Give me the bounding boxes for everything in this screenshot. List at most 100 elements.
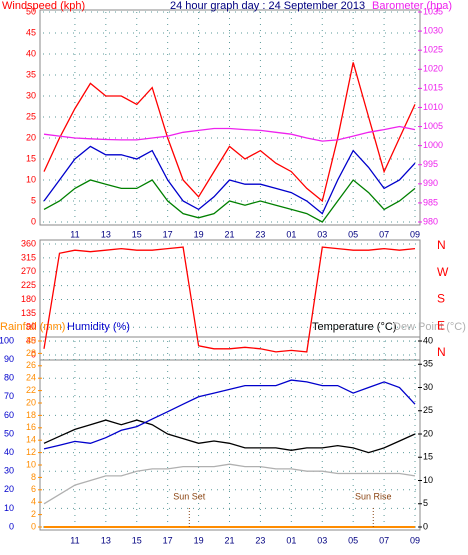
y2-tick-label: 15 — [423, 452, 433, 462]
rain-tick-label: 28 — [26, 348, 36, 358]
x-tick-label: 09 — [410, 229, 420, 239]
compass-label: S — [437, 292, 445, 306]
y-tick-label: 45 — [26, 336, 36, 346]
y-tick-label: 0 — [31, 216, 36, 226]
y2-tick-label: 1005 — [423, 121, 443, 131]
y2-tick-label: 25 — [423, 405, 433, 415]
y2-tick-label: 1030 — [423, 25, 443, 35]
rain-tick-label: 0 — [31, 521, 36, 531]
y-tick-label: 50 — [26, 6, 36, 16]
y2-tick-label: 1020 — [423, 64, 443, 74]
y2-tick-label: 1000 — [423, 140, 443, 150]
series-line — [43, 379, 416, 450]
x-tick-label: 11 — [70, 229, 79, 239]
x-tick-label: 01 — [286, 229, 296, 239]
y-tick-label: 360 — [21, 238, 36, 248]
y-tick-label: 315 — [21, 252, 36, 262]
y-tick-label: 45 — [26, 27, 36, 37]
y-tick-label: 40 — [26, 48, 36, 58]
y2-tick-label: 980 — [423, 216, 438, 226]
x-tick-label: 13 — [101, 229, 111, 239]
x-tick-label: 01 — [286, 535, 296, 545]
rain-label: Rainfall (mm) — [0, 321, 65, 333]
y-tick-label: 5 — [31, 195, 36, 205]
y2-tick-label: 30 — [423, 382, 433, 392]
series-line — [43, 145, 416, 215]
y-tick-label: 25 — [26, 111, 36, 121]
rain-tick-label: 6 — [31, 484, 36, 494]
rain-tick-label: 30 — [26, 335, 36, 345]
y2-tick-label: 985 — [423, 197, 438, 207]
series-line — [43, 62, 416, 203]
y-tick-label: 0 — [9, 521, 14, 531]
compass-label: W — [437, 265, 449, 279]
y2-tick-label: 40 — [423, 335, 433, 345]
y-tick-label: 80 — [4, 373, 14, 383]
x-tick-label: 17 — [163, 229, 173, 239]
rain-tick-label: 8 — [31, 472, 36, 482]
y-tick-label: 270 — [21, 266, 36, 276]
dew-point-label: Dew Point (°C) — [393, 321, 466, 333]
y-tick-label: 30 — [4, 466, 14, 476]
x-tick-label: 21 — [224, 535, 234, 545]
compass-label: N — [437, 345, 446, 359]
x-tick-label: 15 — [132, 535, 142, 545]
rain-tick-label: 26 — [26, 360, 36, 370]
x-tick-label: 19 — [194, 229, 204, 239]
annotation: Sun Rise — [355, 491, 392, 501]
y2-tick-label: 1010 — [423, 102, 443, 112]
x-tick-label: 23 — [255, 229, 265, 239]
x-tick-label: 23 — [255, 535, 265, 545]
y-tick-label: 135 — [21, 308, 36, 318]
x-tick-label: 13 — [101, 535, 111, 545]
compass-label: E — [437, 318, 445, 332]
barometer-label: Barometer (hpa) — [372, 0, 452, 12]
y-tick-label: 70 — [4, 391, 14, 401]
y2-tick-label: 35 — [423, 359, 433, 369]
humidity-label: Humidity (%) — [67, 321, 130, 333]
series-line — [43, 463, 416, 505]
compass-label: N — [437, 238, 446, 252]
x-tick-label: 21 — [224, 229, 234, 239]
y2-tick-label: 1015 — [423, 83, 443, 93]
rain-tick-label: 14 — [26, 435, 36, 445]
y-tick-label: 225 — [21, 280, 36, 290]
annotation: Sun Set — [173, 491, 206, 501]
y2-tick-label: 1025 — [423, 45, 443, 55]
wind-label: Windspeed (kph) — [2, 0, 85, 12]
series-line — [43, 179, 416, 223]
rain-tick-label: 20 — [26, 397, 36, 407]
rain-tick-label: 2 — [31, 509, 36, 519]
rain-tick-label: 12 — [26, 447, 36, 457]
series-line — [43, 246, 416, 353]
y-tick-label: 60 — [4, 410, 14, 420]
y-tick-label: 30 — [26, 90, 36, 100]
y2-tick-label: 990 — [423, 178, 438, 188]
x-tick-label: 17 — [163, 535, 173, 545]
x-tick-label: 03 — [317, 229, 327, 239]
rain-tick-label: 4 — [31, 497, 36, 507]
y-tick-label: 10 — [4, 503, 14, 513]
rain-tick-label: 22 — [26, 385, 36, 395]
y-tick-label: 90 — [26, 322, 36, 332]
x-tick-label: 03 — [317, 535, 327, 545]
y-tick-label: 35 — [26, 69, 36, 79]
y-tick-label: 20 — [4, 484, 14, 494]
series-line — [43, 419, 416, 454]
x-tick-label: 11 — [70, 535, 79, 545]
x-tick-label: 07 — [379, 229, 389, 239]
y2-tick-label: 20 — [423, 428, 433, 438]
y-tick-label: 0 — [31, 349, 36, 359]
x-tick-label: 09 — [410, 535, 420, 545]
y-tick-label: 180 — [21, 294, 36, 304]
x-tick-label: 19 — [194, 535, 204, 545]
y-tick-label: 100 — [0, 335, 14, 345]
rain-tick-label: 16 — [26, 422, 36, 432]
y-tick-label: 40 — [4, 447, 14, 457]
x-tick-label: 05 — [348, 229, 358, 239]
rain-tick-label: 18 — [26, 410, 36, 420]
y2-tick-label: 1035 — [423, 6, 443, 16]
rain-tick-label: 24 — [26, 373, 36, 383]
y2-tick-label: 5 — [423, 498, 428, 508]
